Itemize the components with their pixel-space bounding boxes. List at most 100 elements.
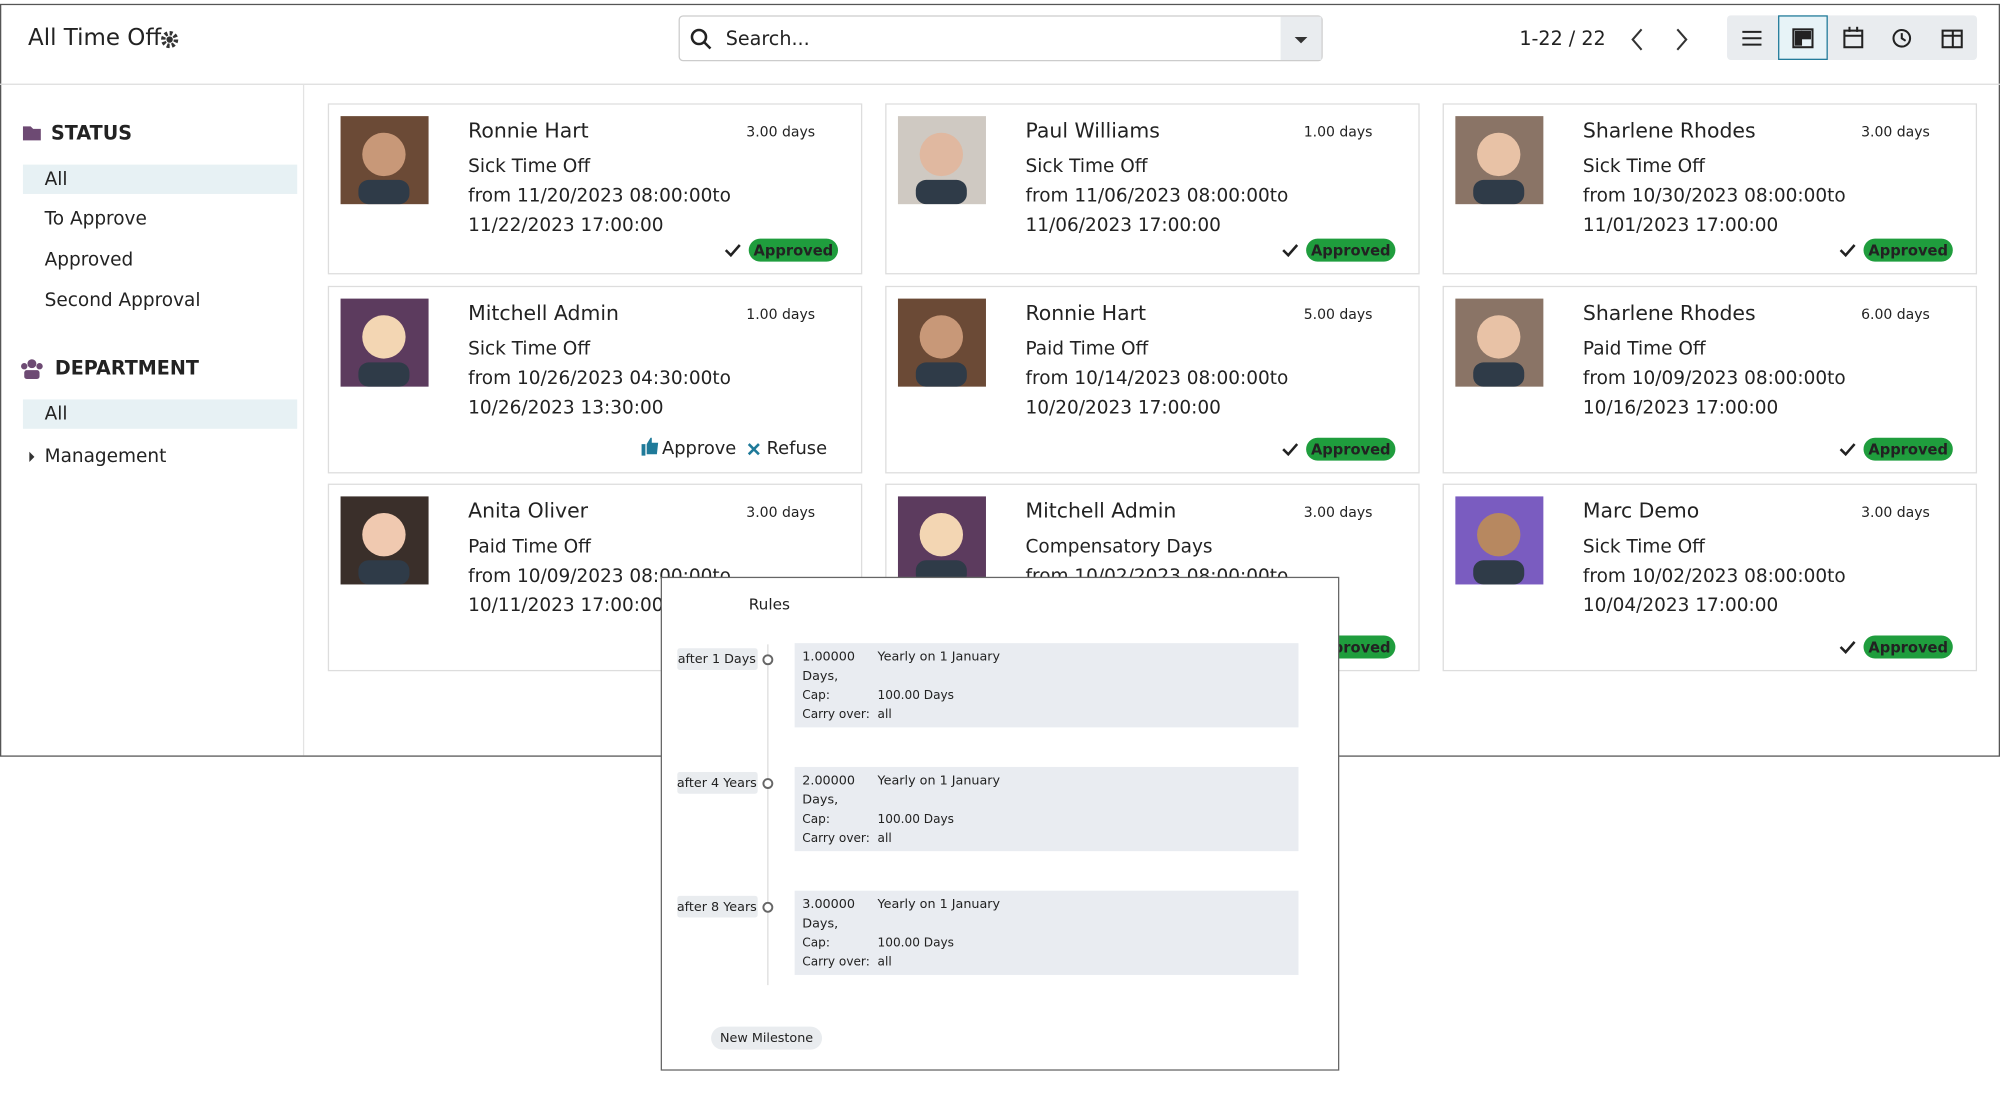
active-filter: [22, 164, 298, 194]
status-filter[interactable]: All: [45, 169, 68, 190]
date-from: from 10/09/2023 08:00:00to: [1583, 368, 1846, 389]
cap-value: 100.00 Days: [878, 688, 954, 702]
avatar-body: [1473, 560, 1525, 585]
leave-card[interactable]: Paul Williams 1.00 days Sick Time Off from …: [885, 103, 1420, 275]
duration: 3.00 days: [746, 505, 815, 521]
search-icon: [690, 28, 712, 50]
avatar-body: [1473, 362, 1525, 387]
duration: 3.00 days: [746, 125, 815, 141]
status-label: Approved: [1868, 639, 1948, 656]
employee-name: Paul Williams: [1026, 118, 1160, 142]
status-badge: [1863, 238, 1953, 262]
frequency: Yearly on 1 January: [877, 897, 1001, 912]
carry-label: Carry over:: [802, 831, 870, 845]
leave-type: Paid Time Off: [1583, 339, 1707, 360]
status-badge: [748, 238, 839, 262]
milestone-box[interactable]: [794, 643, 1299, 728]
milestone-dot: [762, 778, 774, 789]
status-filter[interactable]: To Approve: [44, 208, 147, 229]
leave-card[interactable]: Sharlene Rhodes 3.00 days Sick Time Off fro…: [1442, 103, 1978, 275]
prev-button[interactable]: [1631, 28, 1643, 51]
cap-label: Cap:: [802, 688, 830, 702]
status-label: Approved: [1868, 242, 1948, 259]
leave-card[interactable]: Marc Demo 3.00 days Sick Time Off from 10/0…: [1442, 483, 1978, 672]
status-filter[interactable]: Second Approval: [45, 290, 201, 311]
milestone-chip: [677, 772, 758, 794]
leave-card[interactable]: Mitchell Admin 1.00 days Sick Time Off from…: [327, 285, 863, 474]
avatar-body: [358, 179, 410, 205]
date-from: from 10/14/2023 08:00:00to: [1026, 368, 1289, 389]
list-view-button[interactable]: [1742, 30, 1762, 46]
carry-value: all: [878, 707, 892, 721]
milestone-box[interactable]: [794, 766, 1299, 852]
active-filter: [22, 399, 298, 429]
status-filter[interactable]: Approved: [45, 249, 134, 270]
employee-name: Marc Demo: [1583, 499, 1699, 523]
date-to: 11/01/2023 17:00:00: [1583, 215, 1778, 236]
avatar-face: [1477, 315, 1521, 359]
employee-name: Sharlene Rhodes: [1583, 301, 1756, 325]
leave-type: Paid Time Off: [468, 536, 592, 557]
approve-button[interactable]: Approve: [662, 438, 736, 459]
avatar-face: [919, 132, 964, 177]
milestone-dot: [762, 654, 774, 666]
status-label: Approved: [1868, 441, 1948, 458]
employee-name: Ronnie Hart: [1026, 301, 1147, 325]
accrual-amount: 2.00000: [802, 773, 855, 788]
pivot-view-button[interactable]: [1941, 29, 1963, 49]
leave-type: Compensatory Days: [1026, 536, 1213, 557]
date-to: 10/20/2023 17:00:00: [1026, 397, 1221, 418]
cross-icon: [747, 443, 760, 456]
leave-card[interactable]: Ronnie Hart 5.00 days Paid Time Off from 10…: [885, 285, 1420, 474]
accrual-amount: 3.00000: [802, 897, 855, 912]
duration: 5.00 days: [1304, 307, 1373, 323]
date-to: 10/26/2023 13:30:00: [468, 397, 663, 418]
avatar-face: [1477, 132, 1521, 177]
avatar-body: [1473, 179, 1525, 205]
milestone-chip: [677, 648, 758, 670]
milestone-label: after 4 Years: [677, 776, 757, 791]
milestone-label: after 8 Years: [677, 900, 757, 915]
refuse-button[interactable]: Refuse: [767, 438, 827, 459]
calendar-view-button[interactable]: [1843, 26, 1864, 49]
frequency: Yearly on 1 January: [877, 773, 1001, 788]
kanban-icon: [1792, 28, 1814, 49]
duration: 1.00 days: [746, 307, 815, 323]
avatar-face: [1477, 512, 1521, 557]
activity-view-button[interactable]: [1892, 28, 1912, 48]
milestone-box[interactable]: [794, 890, 1299, 975]
department-filter[interactable]: Management: [45, 446, 167, 467]
carry-value: all: [878, 955, 892, 969]
carry-value: all: [878, 831, 892, 845]
gear-icon[interactable]: [161, 30, 179, 49]
check-icon: [1282, 244, 1299, 258]
status-label: Approved: [1311, 242, 1391, 259]
status-badge: [1306, 437, 1396, 461]
date-to: 10/11/2023 17:00:00: [468, 595, 663, 616]
page-title: All Time Off: [28, 25, 162, 51]
date-from: from 10/26/2023 04:30:00to: [468, 368, 731, 389]
pager: 1-22 / 22: [1519, 27, 1605, 50]
milestone-dot: [762, 901, 774, 913]
leave-card[interactable]: Sharlene Rhodes 6.00 days Paid Time Off fro…: [1442, 285, 1978, 474]
leave-card[interactable]: Ronnie Hart 3.00 days Sick Time Off from 11…: [327, 103, 863, 275]
date-from: from 10/02/2023 08:00:00to: [1583, 566, 1846, 587]
cap-label: Cap:: [802, 936, 830, 950]
next-button[interactable]: [1676, 28, 1688, 51]
new-milestone-button[interactable]: [711, 1026, 823, 1050]
view-switcher: [1727, 15, 1978, 60]
carry-label: Carry over:: [802, 707, 870, 721]
carry-label: Carry over:: [802, 955, 870, 969]
check-icon: [1839, 641, 1856, 654]
avatar-face: [362, 132, 406, 177]
search-box[interactable]: [678, 15, 1323, 62]
expand-caret[interactable]: [29, 451, 35, 462]
thumb-icon: [641, 437, 659, 456]
department-filter[interactable]: All: [45, 404, 68, 425]
duration: 3.00 days: [1861, 505, 1930, 521]
avatar-body: [358, 560, 410, 585]
cap-label: Cap:: [802, 812, 830, 826]
department-heading: DEPARTMENT: [55, 356, 199, 379]
